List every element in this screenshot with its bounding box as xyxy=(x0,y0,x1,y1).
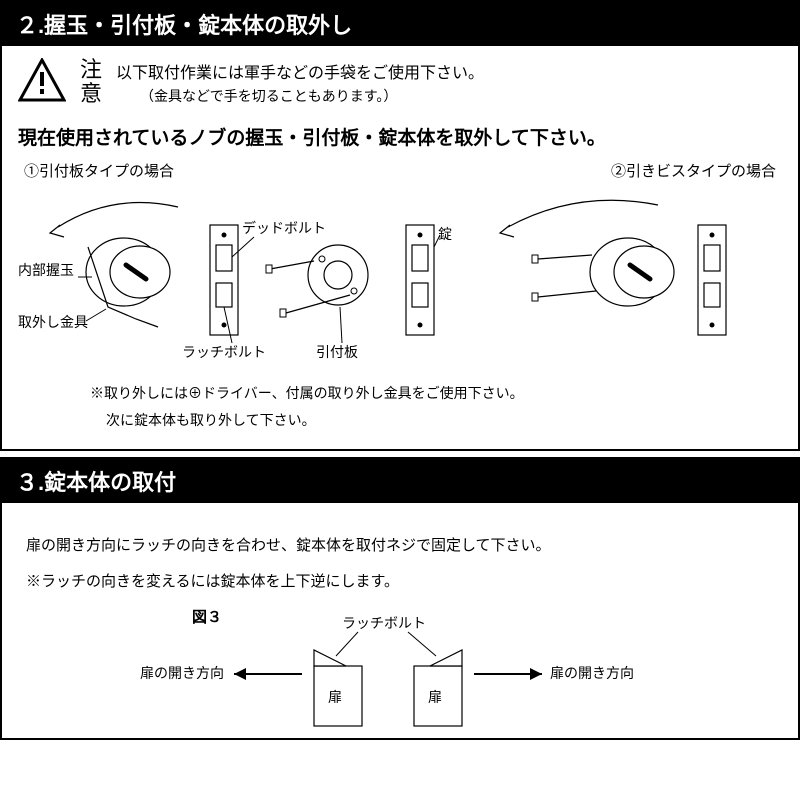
warning-icon xyxy=(18,58,66,102)
caution-label: 注 意 xyxy=(80,58,102,106)
section-3-text2: ※ラッチの向きを変えるには錠本体を上下逆にします。 xyxy=(18,565,782,601)
caution-row: 注 意 以下取付作業には軍手などの手袋をご使用下さい。 （金具などで手を切ること… xyxy=(18,58,782,107)
main-instruction: 現在使用されているノブの握玉・引付板・錠本体を取外して下さい。 xyxy=(18,123,782,150)
label-open-dir-left: 扉の開き方向 xyxy=(140,665,224,681)
caution-label-top: 注 xyxy=(80,57,102,82)
note-2: 次に錠本体も取り外して下さい。 xyxy=(106,410,782,431)
section-3: ３.錠本体の取付 扉の開き方向にラッチの向きを合わせ、錠本体を取付ネジで固定して… xyxy=(0,457,800,740)
diagram-section3: 図３ ラッチボルト 扉 扉の開き方向 扉 扉の開き方向 xyxy=(18,600,782,730)
label-latch-bolt-3: ラッチボルト xyxy=(342,615,426,631)
note-1: ※取り外しには⊕ドライバー、付属の取り外し金具をご使用下さい。 xyxy=(90,383,782,404)
diagram-svg-2: 内部握玉 取外し金具 デッドボルト ラッチボルト xyxy=(18,187,778,377)
label-door-left: 扉 xyxy=(328,689,342,705)
label-inner-knob: 内部握玉 xyxy=(18,262,74,278)
label-lock: 錠 xyxy=(438,226,452,242)
caution-text-1: 以下取付作業には軍手などの手袋をご使用下さい。 xyxy=(116,62,484,86)
diagram-section2: 内部握玉 取外し金具 デッドボルト ラッチボルト xyxy=(18,187,782,377)
section-2-title: ２.握玉・引付板・錠本体の取外し xyxy=(2,2,798,46)
label-dead-bolt: デッドボルト xyxy=(242,220,326,236)
section-2: ２.握玉・引付板・錠本体の取外し 注 意 以下取付作業には軍手などの手袋をご使用… xyxy=(0,0,800,451)
fig-3-label: 図３ xyxy=(192,609,222,626)
label-latch-bolt: ラッチボルト xyxy=(182,344,266,360)
label-door-right: 扉 xyxy=(428,689,442,705)
label-open-dir-right: 扉の開き方向 xyxy=(550,665,634,681)
caution-label-bot: 意 xyxy=(80,81,102,106)
caution-text-2: （金具などで手を切ることもあります。） xyxy=(116,86,484,107)
case-2-label: ②引きビスタイプの場合 xyxy=(611,160,776,181)
section-2-body: 注 意 以下取付作業には軍手などの手袋をご使用下さい。 （金具などで手を切ること… xyxy=(2,46,798,449)
diagram-svg-3: 図３ ラッチボルト 扉 扉の開き方向 扉 扉の開き方向 xyxy=(18,600,778,730)
section-3-title: ３.錠本体の取付 xyxy=(2,459,798,503)
label-removal-bracket: 取外し金具 xyxy=(18,314,88,330)
section-3-text1: 扉の開き方向にラッチの向きを合わせ、錠本体を取付ネジで固定して下さい。 xyxy=(18,515,782,565)
case-1-label: ①引付板タイプの場合 xyxy=(24,160,174,181)
label-attach-plate: 引付板 xyxy=(316,344,358,360)
caution-text: 以下取付作業には軍手などの手袋をご使用下さい。 （金具などで手を切ることもありま… xyxy=(116,58,484,107)
subcase-row: ①引付板タイプの場合 ②引きビスタイプの場合 xyxy=(18,160,782,187)
